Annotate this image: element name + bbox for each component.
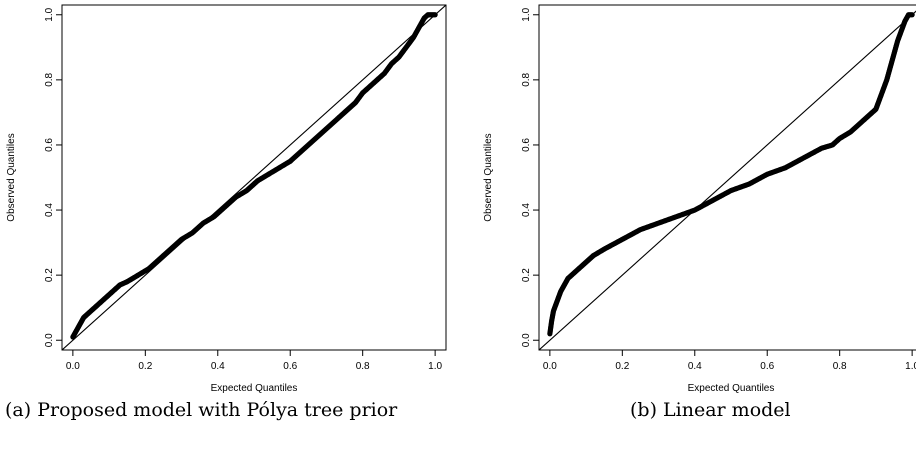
- data-point: [432, 12, 438, 18]
- reference-line: [539, 10, 916, 350]
- y-tick-label: 0.8: [44, 72, 55, 86]
- data-point: [909, 12, 915, 18]
- y-tick-label: 0.8: [521, 72, 532, 86]
- chart-panel-a: 0.0 0.2 0.4 0.6 0.8 1.0 0.0 0.2 0.4 0.6 0.8 1.0 Expe…: [6, 4, 447, 394]
- x-tick-label: 0.8: [833, 361, 847, 372]
- data-points: [70, 12, 438, 340]
- x-tick-label: 0.0: [66, 361, 80, 372]
- y-tick-label: 1.0: [44, 7, 55, 21]
- x-tick-label: 0.0: [543, 361, 557, 372]
- y-tick-label: 0.4: [44, 203, 55, 217]
- x-tick-label: 0.6: [283, 361, 297, 372]
- plot-frame: [61, 4, 447, 351]
- y-tick-label: 0.2: [44, 268, 55, 282]
- x-tick-label: 1.0: [905, 361, 916, 372]
- x-tick-label: 1.0: [428, 361, 442, 372]
- x-tick-label: 0.2: [138, 361, 152, 372]
- y-tick-label: 0.6: [521, 138, 532, 152]
- reference-line: [62, 5, 446, 350]
- caption-b-label: (b): [630, 399, 657, 421]
- caption-b-text: Linear model: [663, 399, 791, 421]
- x-tick-label: 0.8: [356, 361, 370, 372]
- caption-a: (a) Proposed model with Pólya tree prior: [5, 399, 397, 421]
- x-tick-label: 0.4: [688, 361, 702, 372]
- x-tick-label: 0.2: [615, 361, 629, 372]
- caption-b: (b) Linear model: [630, 399, 791, 421]
- y-tick-label: 0.6: [44, 138, 55, 152]
- x-axis-title: Expected Quantiles: [688, 383, 775, 394]
- caption-a-text: Proposed model with Pólya tree prior: [37, 399, 398, 421]
- y-tick-label: 0.4: [521, 203, 532, 217]
- x-tick-label: 0.6: [760, 361, 774, 372]
- caption-a-label: (a): [5, 399, 32, 421]
- x-tick-label: 0.4: [211, 361, 225, 372]
- data-points: [547, 12, 915, 337]
- y-tick-label: 0.0: [521, 333, 532, 347]
- y-tick-label: 0.2: [521, 268, 532, 282]
- chart-panel-b: 0.0 0.2 0.4 0.6 0.8 1.0 0.0 0.2 0.4 0.6 0.8 1.0 Expe…: [483, 4, 916, 394]
- y-tick-label: 1.0: [521, 7, 532, 21]
- y-tick-label: 0.0: [44, 333, 55, 347]
- x-axis-title: Expected Quantiles: [211, 383, 298, 394]
- y-axis-title: Observed Quantiles: [6, 133, 17, 221]
- plot-frame: [538, 4, 916, 351]
- y-axis-title: Observed Quantiles: [483, 133, 494, 221]
- figure-canvas: 0.0 0.2 0.4 0.6 0.8 1.0 0.0 0.2 0.4 0.6 0.8 1.0 Expe…: [6, 4, 916, 394]
